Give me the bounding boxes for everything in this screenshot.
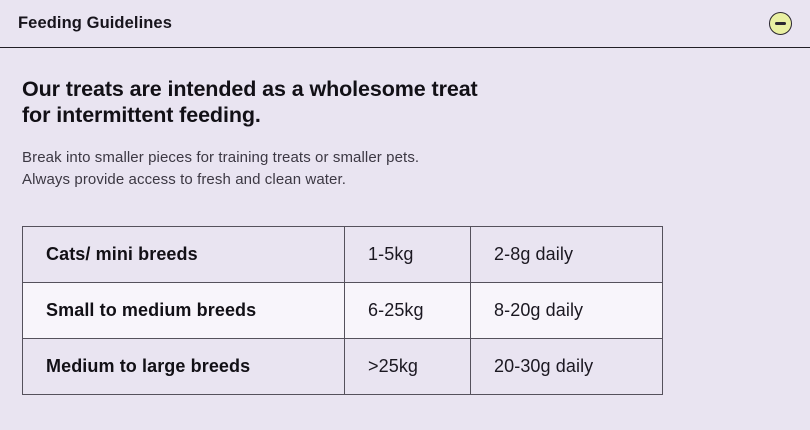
feeding-table: Cats/ mini breeds 1-5kg 2-8g daily Small…: [22, 226, 663, 395]
weight-cell: 1-5kg: [344, 226, 471, 283]
heading-line-1: Our treats are intended as a wholesome t…: [22, 77, 478, 101]
breed-cell: Cats/ mini breeds: [22, 226, 345, 283]
table-row: Medium to large breeds >25kg 20-30g dail…: [22, 338, 663, 395]
breed-cell: Small to medium breeds: [22, 282, 345, 339]
table-row: Cats/ mini breeds 1-5kg 2-8g daily: [22, 226, 663, 283]
table-row: Small to medium breeds 6-25kg 8-20g dail…: [22, 282, 663, 339]
minus-glyph: [775, 22, 786, 25]
note-line-2: Always provide access to fresh and clean…: [22, 170, 347, 188]
collapse-minus-circle-icon[interactable]: [769, 12, 792, 35]
accordion-header[interactable]: Feeding Guidelines: [0, 0, 810, 48]
amount-cell: 20-30g daily: [470, 338, 663, 395]
note-line-1: Break into smaller pieces for training t…: [22, 149, 420, 166]
amount-cell: 8-20g daily: [470, 282, 663, 339]
amount-cell: 2-8g daily: [470, 226, 663, 283]
accordion-content: Our treats are intended as a wholesome t…: [0, 76, 810, 395]
feeding-notes: Break into smaller pieces for training t…: [22, 147, 788, 190]
breed-cell: Medium to large breeds: [22, 338, 345, 395]
weight-cell: >25kg: [344, 338, 471, 395]
weight-cell: 6-25kg: [344, 282, 471, 339]
heading-line-2: for intermittent feeding.: [22, 103, 261, 127]
content-heading: Our treats are intended as a wholesome t…: [22, 76, 788, 128]
accordion-title: Feeding Guidelines: [18, 14, 172, 32]
